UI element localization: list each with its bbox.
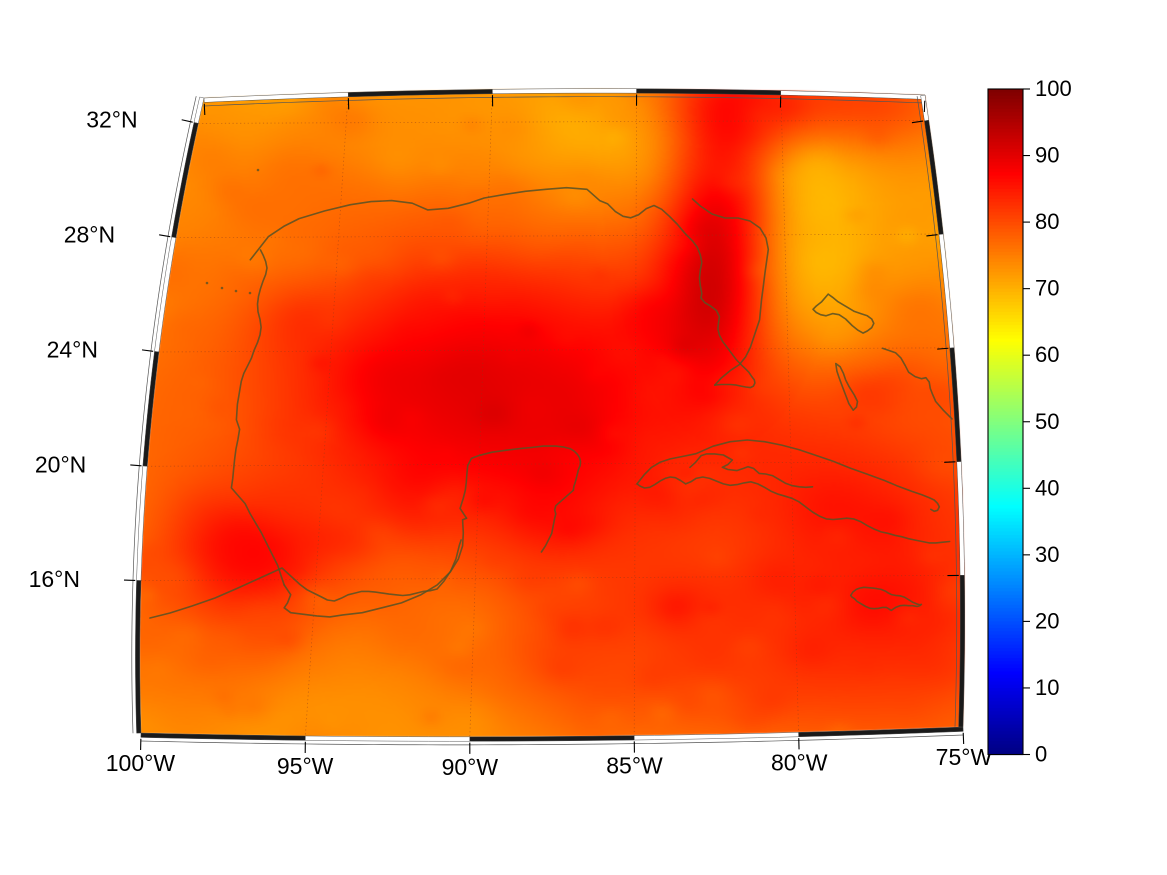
svg-text:40: 40 bbox=[1035, 475, 1059, 500]
svg-text:80: 80 bbox=[1035, 209, 1059, 234]
svg-text:50: 50 bbox=[1035, 409, 1059, 434]
svg-text:20: 20 bbox=[1035, 608, 1059, 633]
svg-text:85°W: 85°W bbox=[606, 753, 663, 779]
svg-text:100: 100 bbox=[1035, 76, 1072, 101]
svg-text:20°N: 20°N bbox=[35, 451, 86, 477]
svg-text:70: 70 bbox=[1035, 276, 1059, 301]
svg-text:28°N: 28°N bbox=[64, 221, 115, 247]
svg-text:95°W: 95°W bbox=[277, 753, 334, 779]
svg-text:75°W: 75°W bbox=[936, 744, 993, 770]
svg-text:80°W: 80°W bbox=[771, 749, 828, 775]
svg-text:16°N: 16°N bbox=[29, 566, 80, 592]
svg-text:32°N: 32°N bbox=[86, 107, 137, 133]
svg-text:60: 60 bbox=[1035, 342, 1059, 367]
svg-text:0: 0 bbox=[1035, 742, 1047, 767]
svg-text:100°W: 100°W bbox=[106, 750, 176, 776]
svg-text:90: 90 bbox=[1035, 143, 1059, 168]
svg-text:10: 10 bbox=[1035, 675, 1059, 700]
svg-text:30: 30 bbox=[1035, 542, 1059, 567]
svg-text:24°N: 24°N bbox=[47, 336, 98, 362]
svg-text:90°W: 90°W bbox=[442, 754, 499, 780]
